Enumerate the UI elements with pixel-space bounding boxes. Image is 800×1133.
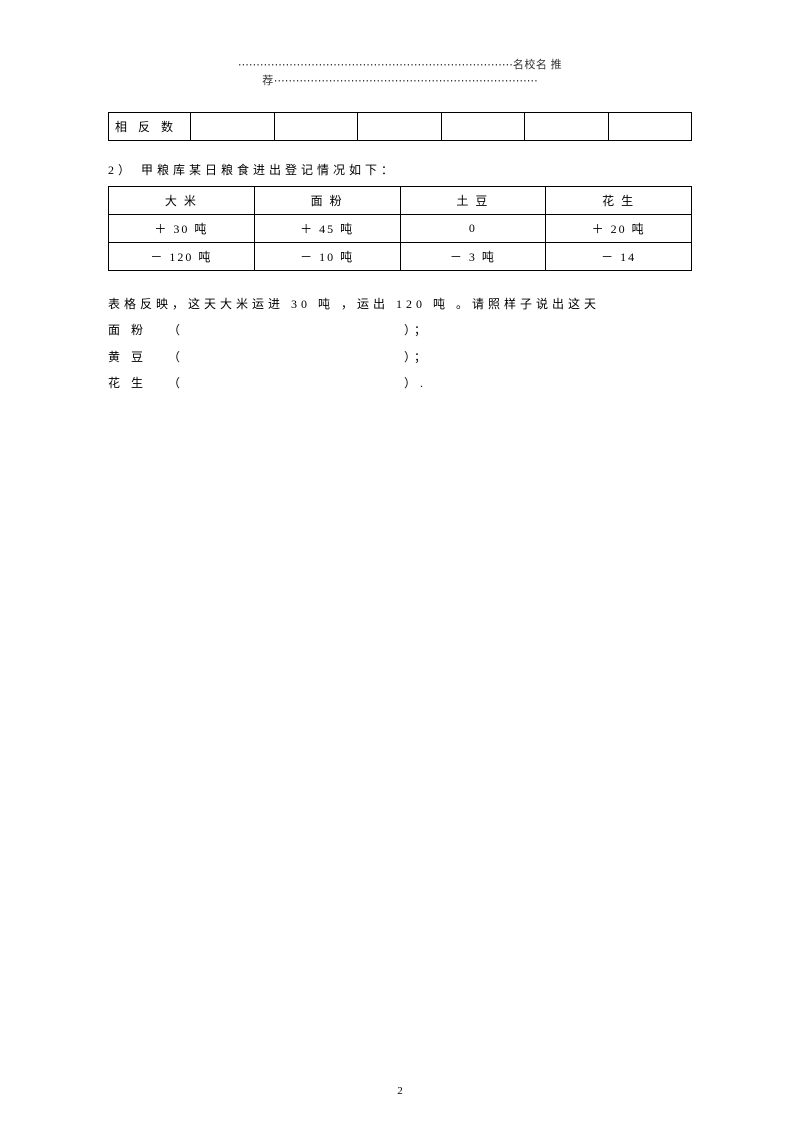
table-cell: － 3 吨 bbox=[400, 243, 546, 271]
col-header: 土 豆 bbox=[400, 187, 546, 215]
table-row: ＋ 30 吨 ＋ 45 吨 0 ＋ 20 吨 bbox=[109, 215, 692, 243]
table-cell: ＋ 20 吨 bbox=[546, 215, 692, 243]
fill-label: 黄 豆 bbox=[108, 344, 168, 370]
table-cell bbox=[191, 113, 275, 141]
opposite-number-table: 相 反 数 bbox=[108, 112, 692, 141]
fill-label: 面 粉 bbox=[108, 317, 168, 343]
paren-open: （ bbox=[168, 344, 184, 370]
table-cell: － 10 吨 bbox=[254, 243, 400, 271]
grain-log-table: 大 米 面 粉 土 豆 花 生 ＋ 30 吨 ＋ 45 吨 0 ＋ 20 吨 －… bbox=[108, 186, 692, 271]
table-header-row: 大 米 面 粉 土 豆 花 生 bbox=[109, 187, 692, 215]
page-header: ⋯⋯⋯⋯⋯⋯⋯⋯⋯⋯⋯⋯⋯⋯⋯⋯⋯⋯⋯⋯⋯⋯⋯⋯⋯名校名 推荐⋯⋯⋯⋯⋯⋯⋯⋯⋯… bbox=[108, 56, 692, 88]
question-prefix: 2） bbox=[108, 163, 134, 177]
paren-close: ）. bbox=[404, 370, 427, 396]
table-cell bbox=[525, 113, 609, 141]
fill-gap bbox=[184, 344, 404, 370]
col-header: 大 米 bbox=[109, 187, 255, 215]
row-label: 相 反 数 bbox=[109, 113, 191, 141]
header-dots-right: ⋯⋯⋯⋯⋯⋯⋯⋯⋯⋯⋯⋯⋯⋯⋯⋯⋯⋯⋯⋯⋯⋯⋯⋯ bbox=[274, 75, 538, 87]
paren-close: ）； bbox=[404, 317, 430, 343]
header-dots-left: ⋯⋯⋯⋯⋯⋯⋯⋯⋯⋯⋯⋯⋯⋯⋯⋯⋯⋯⋯⋯⋯⋯⋯⋯⋯ bbox=[238, 59, 513, 71]
fill-gap bbox=[184, 370, 404, 396]
paren-open: （ bbox=[168, 317, 184, 343]
question-2-text: 2） 甲粮库某日粮食进出登记情况如下： bbox=[108, 161, 692, 178]
table-row: 相 反 数 bbox=[109, 113, 692, 141]
table-cell bbox=[274, 113, 358, 141]
fill-line-flour: 面 粉 （ ）； bbox=[108, 317, 692, 343]
table-row: － 120 吨 － 10 吨 － 3 吨 － 14 bbox=[109, 243, 692, 271]
paren-close: ）； bbox=[404, 344, 430, 370]
paren-open: （ bbox=[168, 370, 184, 396]
col-header: 花 生 bbox=[546, 187, 692, 215]
fill-label: 花 生 bbox=[108, 370, 168, 396]
table-cell: － 120 吨 bbox=[109, 243, 255, 271]
table-cell: － 14 bbox=[546, 243, 692, 271]
fill-line-peanut: 花 生 （ ）. bbox=[108, 370, 692, 396]
col-header: 面 粉 bbox=[254, 187, 400, 215]
table-cell bbox=[608, 113, 692, 141]
table-cell bbox=[441, 113, 525, 141]
fill-line-soybean: 黄 豆 （ ）； bbox=[108, 344, 692, 370]
page-number: 2 bbox=[0, 1085, 800, 1097]
question-body: 甲粮库某日粮食进出登记情况如下： bbox=[141, 163, 397, 177]
table-cell: ＋ 45 吨 bbox=[254, 215, 400, 243]
description-text: 表格反映，这天大米运进 30 吨 ，运出 120 吨 。请照样子说出这天 bbox=[108, 291, 692, 317]
table-cell bbox=[358, 113, 442, 141]
fill-gap bbox=[184, 317, 404, 343]
table-cell: ＋ 30 吨 bbox=[109, 215, 255, 243]
table-cell: 0 bbox=[400, 215, 546, 243]
